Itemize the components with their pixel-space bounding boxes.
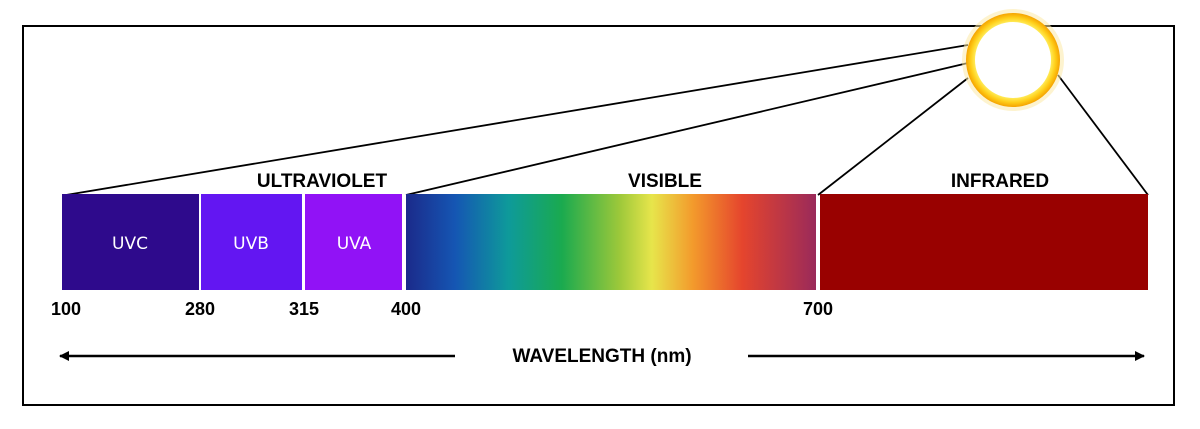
- sun-projection-lines: [65, 44, 1149, 196]
- band-visible: [406, 194, 816, 290]
- region-label-infrared: INFRARED: [951, 171, 1049, 192]
- band-label-uvc: UVC: [112, 234, 148, 254]
- projection-line-infrared-right: [1057, 74, 1149, 196]
- band-uvb: [201, 194, 302, 290]
- region-label-visible: VISIBLE: [628, 171, 702, 192]
- tick-label: 100: [51, 299, 81, 319]
- band-infrared: [820, 194, 1148, 290]
- band-label-uvb: UVB: [233, 234, 269, 254]
- projection-line-infrared-left: [817, 77, 969, 196]
- band-label-uva: UVA: [337, 234, 372, 254]
- projection-line-uvc: [65, 44, 969, 196]
- tick-label: 315: [289, 299, 319, 319]
- projection-line-visible: [405, 62, 969, 196]
- tick-label: 400: [391, 299, 421, 319]
- sun-icon: [962, 9, 1064, 111]
- band-uva: [305, 194, 402, 290]
- band-uvc: [62, 194, 199, 290]
- region-label-ultraviolet: ULTRAVIOLET: [257, 171, 388, 192]
- tick-label: 700: [803, 299, 833, 319]
- tick-label: 280: [185, 299, 215, 319]
- axis-label-wavelength: WAVELENGTH (nm): [512, 346, 691, 367]
